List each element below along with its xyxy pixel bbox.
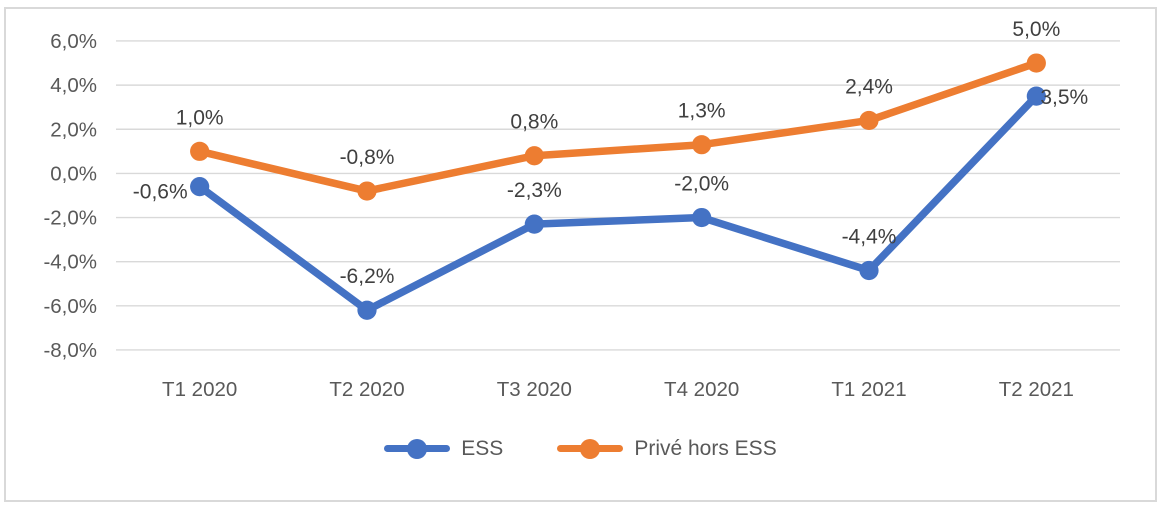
data-label: -2,3% bbox=[507, 179, 562, 202]
y-tick-label: 2,0% bbox=[50, 118, 97, 141]
data-point-marker bbox=[859, 110, 879, 131]
legend-item-ess: ESS bbox=[384, 438, 503, 459]
y-tick-label: -6,0% bbox=[43, 295, 97, 318]
data-label: -0,8% bbox=[340, 146, 395, 169]
y-tick-label: -8,0% bbox=[43, 339, 97, 362]
y-tick-label: 4,0% bbox=[50, 74, 97, 97]
y-tick-label: -2,0% bbox=[43, 207, 97, 230]
data-point-marker bbox=[692, 135, 712, 155]
series-line-prive-hors-ess bbox=[195, 59, 1041, 195]
data-label: 3,5% bbox=[1040, 86, 1088, 109]
x-tick-label: T4 2020 bbox=[664, 378, 739, 401]
data-point-marker bbox=[524, 214, 544, 234]
data-point-marker bbox=[859, 260, 879, 281]
legend-label-prive-hors-ess: Privé hors ESS bbox=[634, 437, 777, 460]
data-point-marker bbox=[524, 146, 544, 166]
line-chart: 6,0% 4,0% 2,0% 0,0% -2,0% -4,0% -6,0% -8,0% T1 2… bbox=[43, 18, 1120, 401]
data-label: 0,8% bbox=[510, 111, 558, 134]
chart-legend: ESS Privé hors ESS bbox=[0, 438, 1161, 459]
y-tick-label: 0,0% bbox=[50, 162, 97, 185]
data-point-marker bbox=[357, 181, 377, 201]
data-point-marker bbox=[1026, 53, 1046, 73]
legend-marker-prive-hors-ess bbox=[557, 438, 624, 459]
data-label: -6,2% bbox=[340, 265, 395, 288]
legend-item-prive-hors-ess: Privé hors ESS bbox=[557, 437, 777, 460]
series-line-ess bbox=[195, 92, 1041, 314]
data-label: 1,3% bbox=[678, 100, 726, 123]
x-tick-label: T1 2021 bbox=[831, 378, 906, 401]
legend-dot-icon bbox=[580, 438, 601, 459]
data-label: -4,4% bbox=[842, 226, 897, 249]
x-tick-label: T3 2020 bbox=[497, 378, 572, 401]
data-point-marker bbox=[190, 177, 210, 197]
data-label: 5,0% bbox=[1012, 18, 1060, 41]
y-tick-label: 6,0% bbox=[50, 30, 97, 53]
data-point-marker bbox=[692, 207, 712, 228]
data-point-marker bbox=[1026, 86, 1046, 106]
data-label: -0,6% bbox=[133, 181, 188, 204]
legend-label-ess: ESS bbox=[461, 437, 504, 460]
x-tick-label: T1 2020 bbox=[162, 378, 237, 401]
data-point-marker bbox=[357, 300, 377, 320]
data-label: -2,0% bbox=[674, 173, 729, 196]
y-tick-label: -4,0% bbox=[43, 251, 97, 274]
x-tick-label: T2 2021 bbox=[999, 378, 1074, 401]
data-point-marker bbox=[190, 141, 210, 161]
data-label: 1,0% bbox=[176, 106, 224, 129]
legend-marker-ess bbox=[384, 438, 451, 459]
legend-dot-icon bbox=[407, 438, 428, 459]
x-tick-label: T2 2020 bbox=[329, 378, 404, 401]
data-label: 2,4% bbox=[845, 75, 893, 98]
